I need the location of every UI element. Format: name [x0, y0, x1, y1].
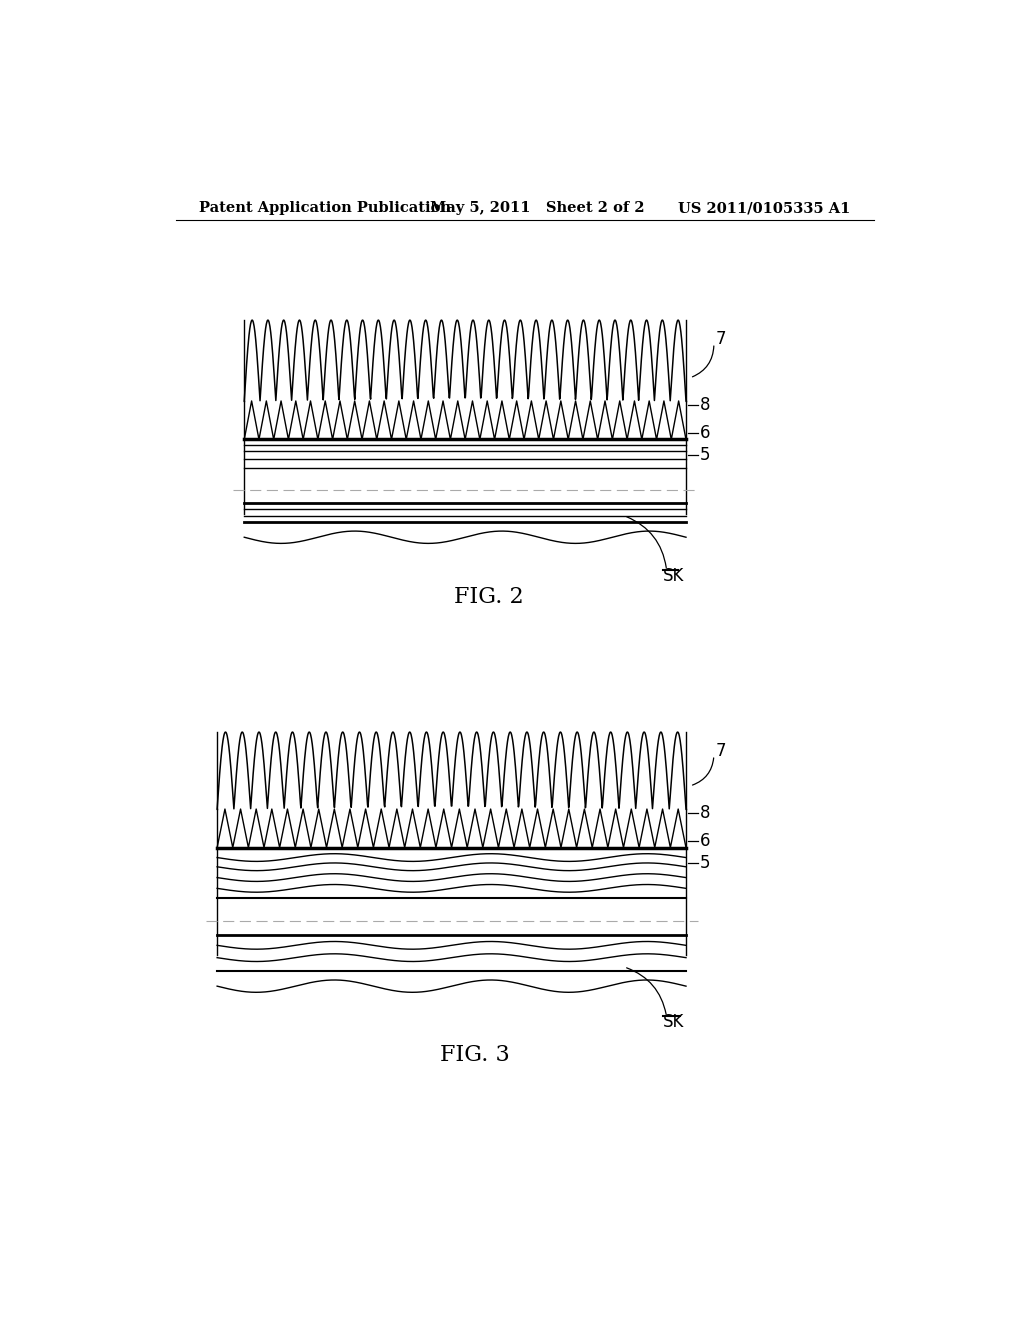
Text: 8: 8 [700, 804, 711, 822]
Text: 6: 6 [700, 424, 711, 442]
Text: 7: 7 [716, 330, 726, 348]
Text: Patent Application Publication: Patent Application Publication [200, 202, 452, 215]
Text: 6: 6 [700, 833, 711, 850]
Text: 5: 5 [700, 854, 711, 873]
Text: FIG. 3: FIG. 3 [440, 1044, 510, 1067]
Text: May 5, 2011   Sheet 2 of 2: May 5, 2011 Sheet 2 of 2 [430, 202, 645, 215]
Text: 5: 5 [700, 446, 711, 463]
Text: FIG. 2: FIG. 2 [454, 586, 523, 609]
Text: 7: 7 [716, 742, 726, 760]
Text: SK: SK [663, 1014, 684, 1031]
Text: 8: 8 [700, 396, 711, 413]
Text: US 2011/0105335 A1: US 2011/0105335 A1 [678, 202, 851, 215]
Text: SK: SK [663, 566, 684, 585]
